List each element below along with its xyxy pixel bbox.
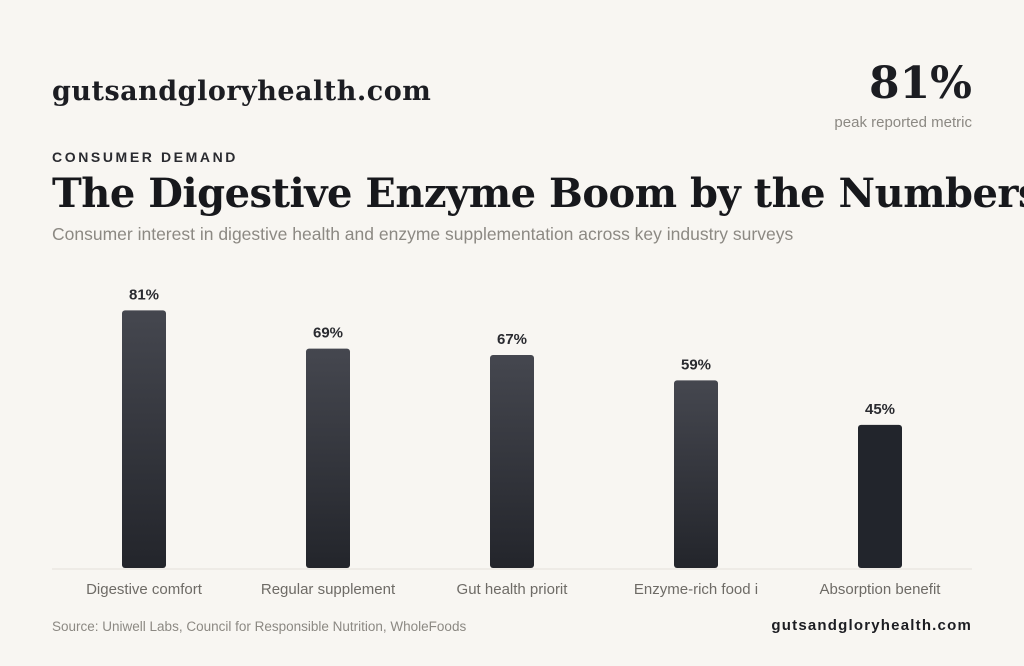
site-brand: gutsandgloryhealth.com [52,76,432,107]
bar-1 [122,310,166,568]
bar-2 [306,348,350,568]
value-label-4: 59% [681,356,711,373]
value-label-3: 67% [497,331,527,348]
bar-3 [490,354,534,568]
value-label-1: 81% [129,286,159,303]
category-label-4: Enzyme-rich food i [634,581,758,598]
category-label-5: Absorption benefit [820,581,942,598]
peak-metric-value: 81% [868,58,972,109]
category-label-2: Regular supplement [261,581,396,598]
category-label-3: Gut health priorit [457,581,569,598]
bar-4 [674,380,718,568]
section-eyebrow: CONSUMER DEMAND [52,149,238,165]
peak-metric-caption: peak reported metric [834,114,972,131]
source-note: Source: Uniwell Labs, Council for Respon… [52,619,467,634]
category-label-1: Digestive comfort [86,581,203,598]
bar-5 [858,424,902,568]
chart-title: The Digestive Enzyme Boom by the Numbers [52,170,1024,217]
category-labels-group: Digestive comfort Regular supplement Gut h… [86,581,941,598]
footer-brand: gutsandgloryhealth.com [771,617,972,634]
value-label-5: 45% [865,401,895,418]
chart-subtitle: Consumer interest in digestive health an… [52,224,794,244]
value-labels-group: 81% 69% 67% 59% 45% [129,286,895,417]
value-label-2: 69% [313,325,343,342]
bars-group [122,310,902,568]
